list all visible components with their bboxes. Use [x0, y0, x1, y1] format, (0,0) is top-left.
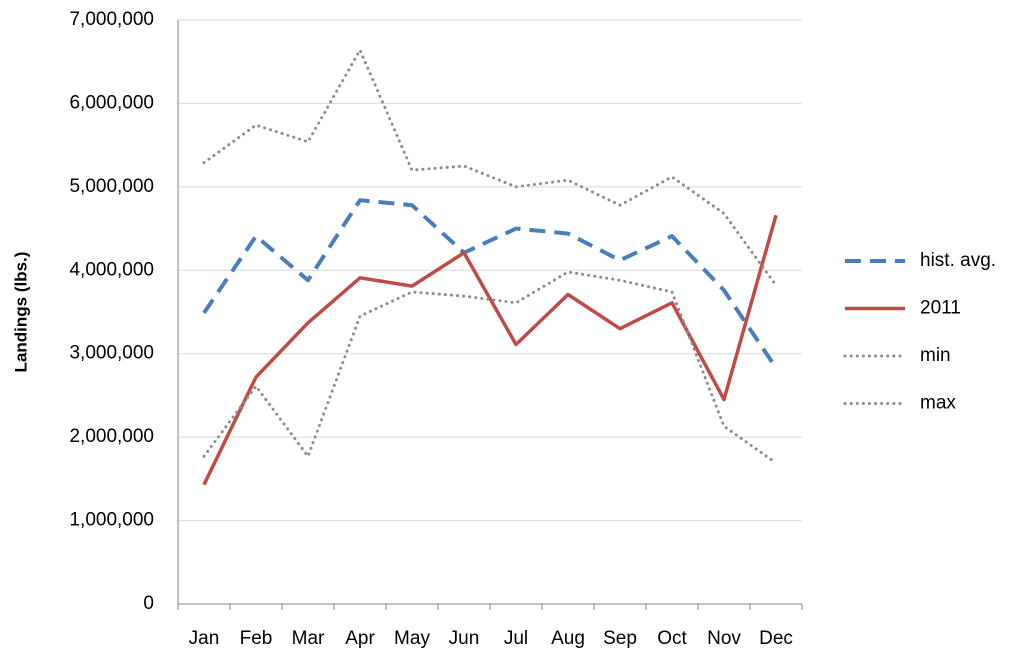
y-tick-label: 2,000,000 [69, 426, 154, 447]
x-tick-label: Dec [759, 628, 793, 649]
y-tick-label: 1,000,000 [69, 510, 154, 531]
x-tick-label: Nov [707, 628, 741, 649]
y-tick-label: 7,000,000 [69, 9, 154, 30]
x-tick-label: Jun [449, 628, 480, 649]
legend-label: min [920, 345, 951, 366]
x-tick-label: Aug [551, 628, 585, 649]
x-tick-label: May [394, 628, 430, 649]
x-tick-label: Oct [657, 628, 687, 649]
x-tick-label: Jul [504, 628, 528, 649]
series-line [202, 48, 778, 287]
legend-label: max [920, 393, 956, 414]
y-tick-label: 0 [143, 593, 154, 614]
x-tick-label: Mar [292, 628, 325, 649]
x-tick-label: Apr [345, 628, 375, 649]
x-tick-label: Jan [189, 628, 220, 649]
y-axis-label: Landings (lbs.) [11, 252, 30, 373]
series-line [202, 214, 778, 486]
x-tick-label: Feb [240, 628, 273, 649]
legend-label: hist. avg. [920, 250, 996, 271]
y-tick-label: 5,000,000 [69, 176, 154, 197]
series-line [202, 270, 778, 465]
legend-label: 2011 [920, 298, 961, 319]
y-tick-label: 3,000,000 [69, 343, 154, 364]
y-tick-label: 4,000,000 [69, 259, 154, 280]
x-tick-label: Sep [603, 628, 637, 649]
y-tick-label: 6,000,000 [69, 92, 154, 113]
series-line [202, 198, 778, 370]
